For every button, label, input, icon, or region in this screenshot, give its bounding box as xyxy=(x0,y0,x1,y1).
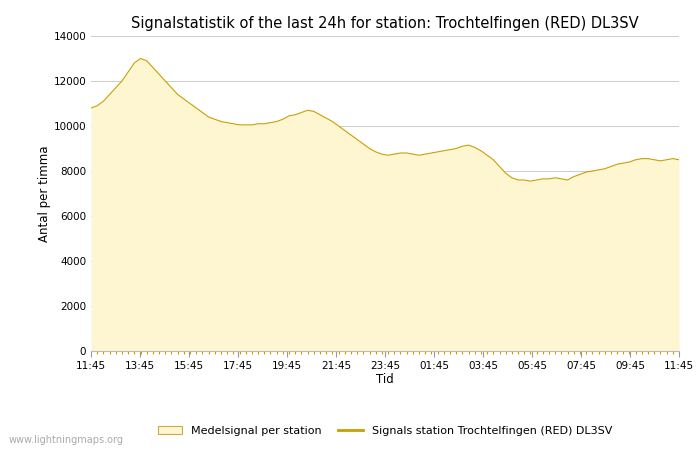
Legend: Medelsignal per station, Signals station Trochtelfingen (RED) DL3SV: Medelsignal per station, Signals station… xyxy=(153,421,617,440)
Y-axis label: Antal per timma: Antal per timma xyxy=(38,145,50,242)
Text: www.lightningmaps.org: www.lightningmaps.org xyxy=(8,435,123,445)
X-axis label: Tid: Tid xyxy=(376,373,394,386)
Title: Signalstatistik of the last 24h for station: Trochtelfingen (RED) DL3SV: Signalstatistik of the last 24h for stat… xyxy=(131,16,639,31)
